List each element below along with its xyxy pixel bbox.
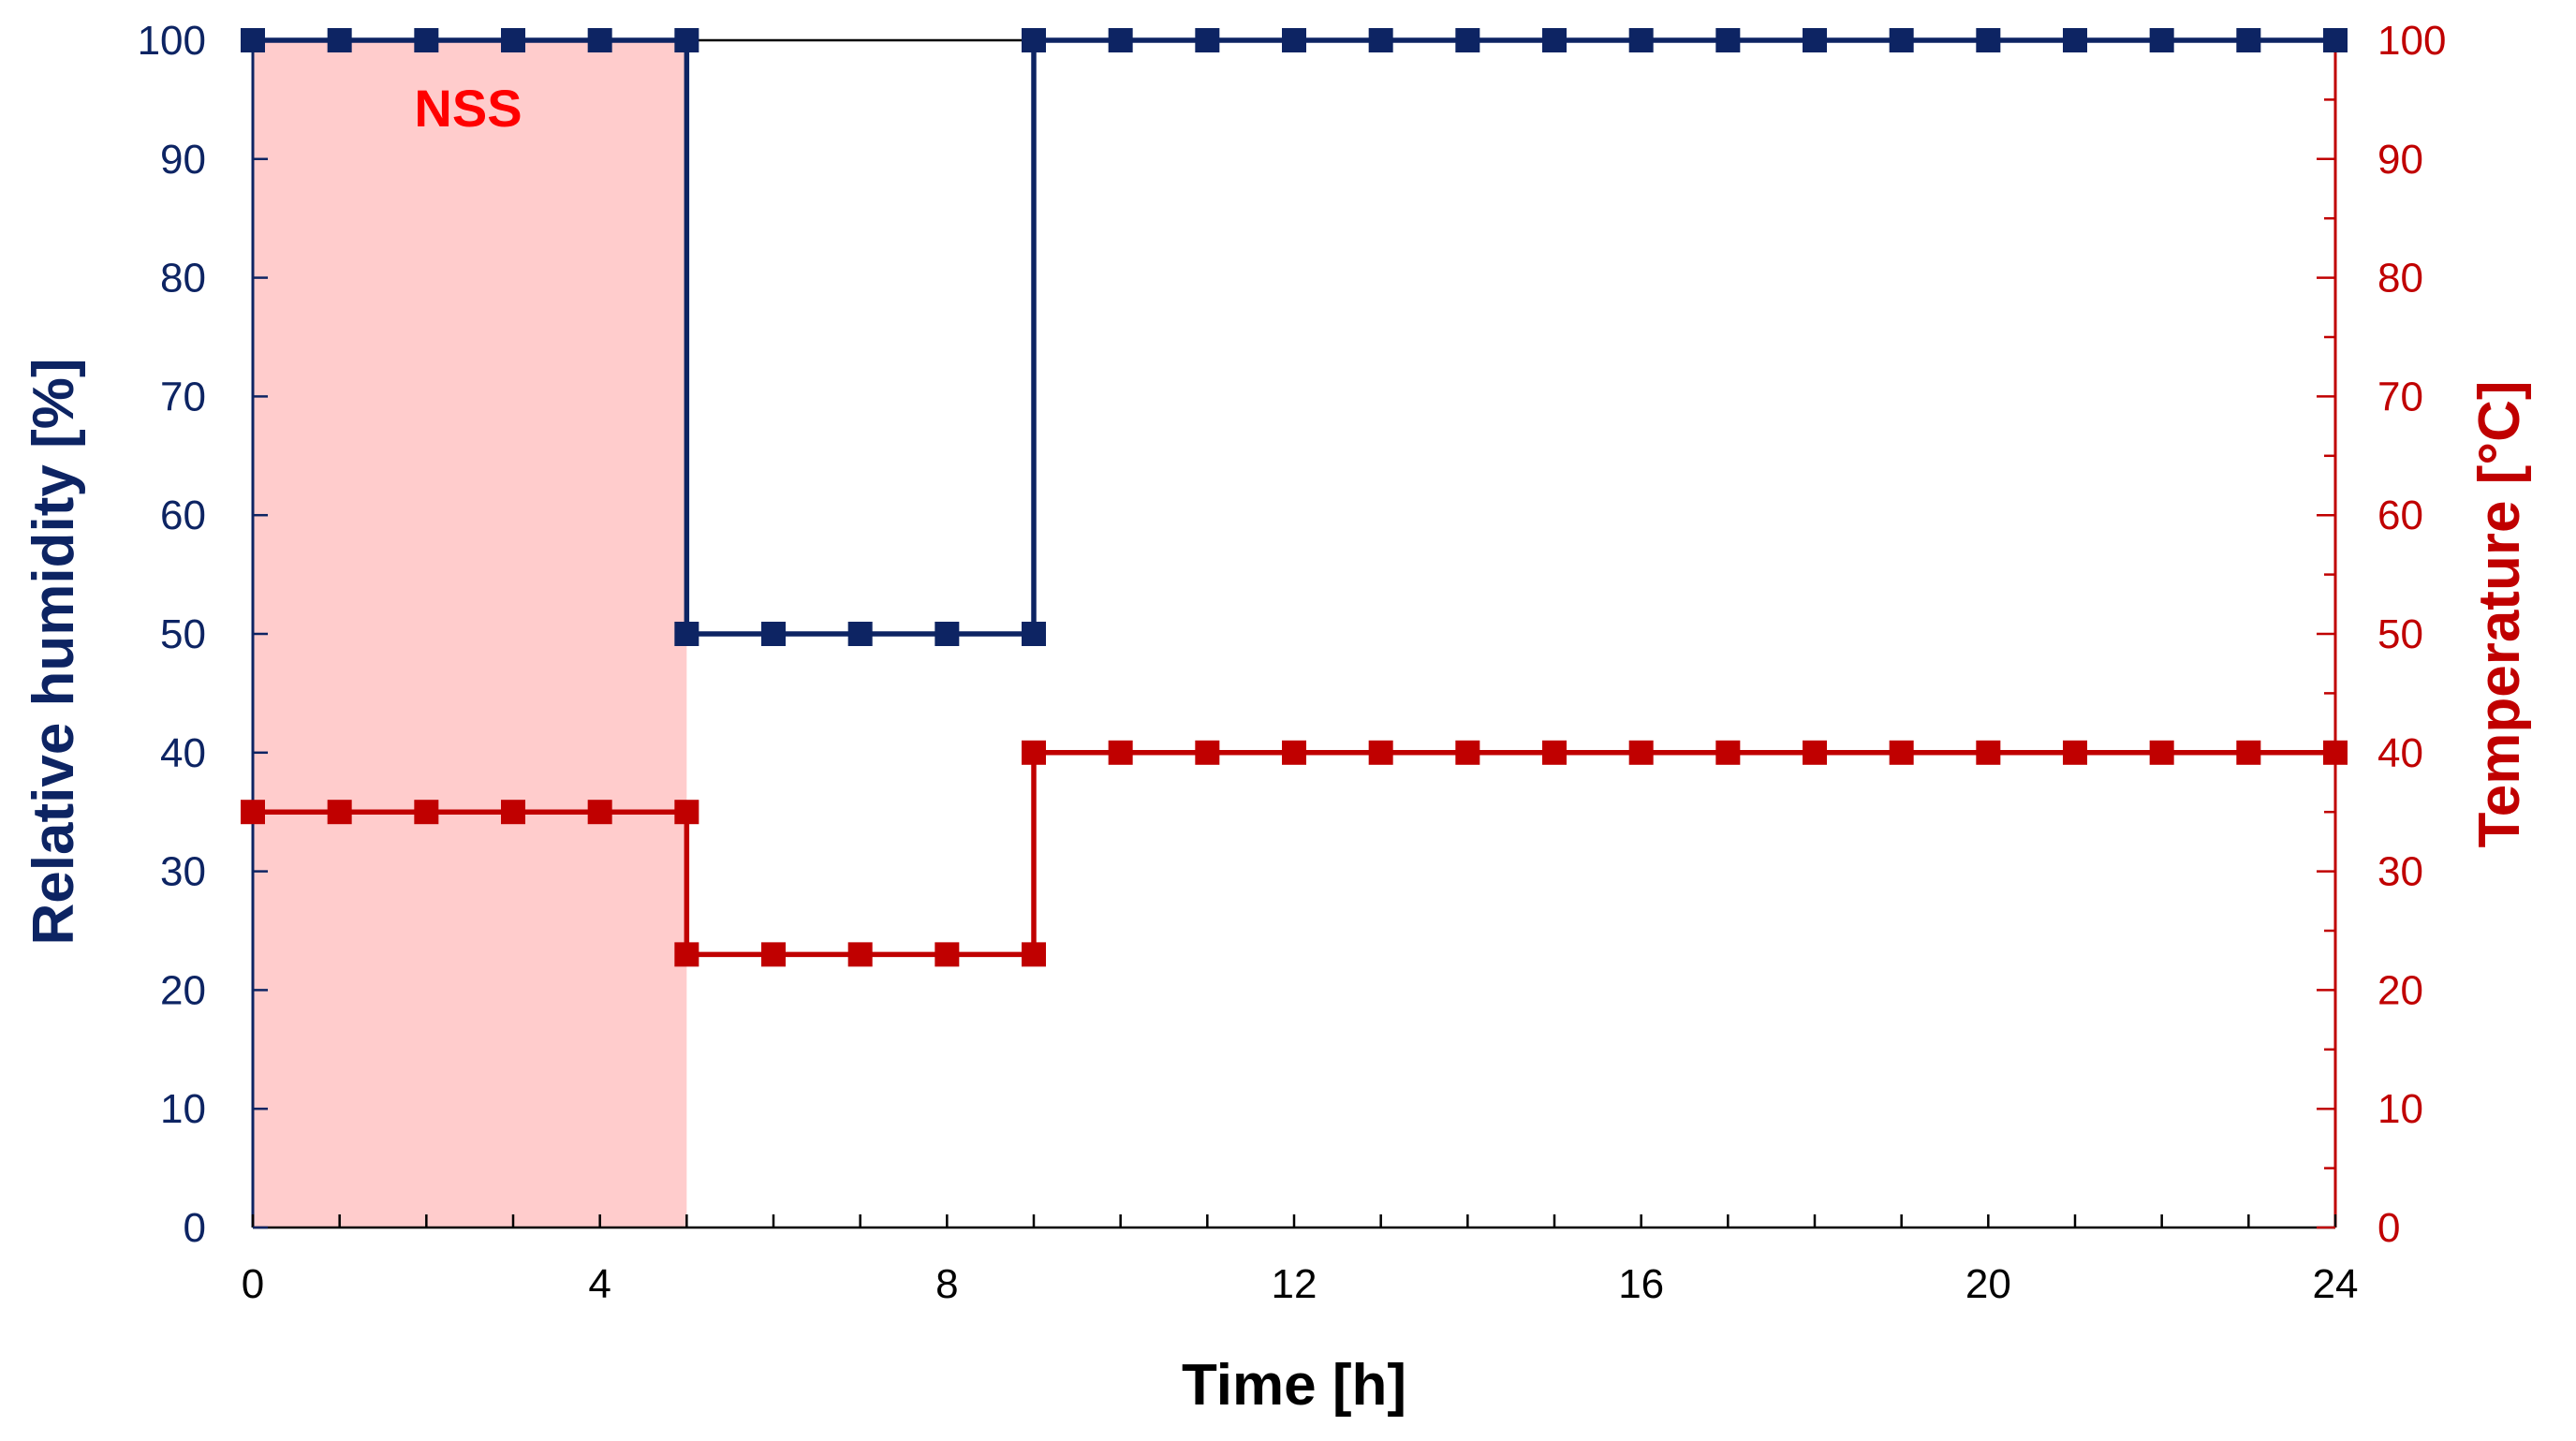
series-right-marker (587, 800, 612, 825)
series-right-marker (2149, 740, 2174, 765)
series-right-marker (1455, 740, 1480, 765)
right-y-tick-label: 30 (2377, 849, 2423, 895)
right-y-tick-label: 10 (2377, 1086, 2423, 1132)
left-y-tick-label: 30 (160, 849, 206, 895)
series-left-marker (1282, 28, 1306, 52)
series-right-marker (1022, 942, 1046, 967)
left-y-tick-label: 0 (184, 1205, 206, 1251)
series-right-marker (1368, 740, 1393, 765)
right-y-axis-title: Temperature [°C] (2467, 380, 2532, 847)
left-y-tick-label: 100 (138, 18, 206, 64)
series-left-marker (1455, 28, 1480, 52)
x-tick-label: 24 (2313, 1261, 2359, 1307)
left-y-axis-title: Relative humidity [%] (22, 359, 86, 946)
series-left-marker (674, 622, 699, 646)
series-left-marker (1889, 28, 1914, 52)
left-y-tick-label: 60 (160, 493, 206, 538)
series-left-marker (1542, 28, 1567, 52)
series-right-marker (414, 800, 439, 825)
series-left-marker (2063, 28, 2087, 52)
series-left-marker (1368, 28, 1393, 52)
series-right-marker (1628, 740, 1654, 765)
series-right-marker (1282, 740, 1306, 765)
series-left-marker (1022, 28, 1046, 52)
series-left-marker (847, 622, 873, 646)
series-right-marker (241, 800, 265, 825)
series-right-marker (2323, 740, 2348, 765)
series-right-marker (2236, 740, 2261, 765)
series-right-marker (501, 800, 525, 825)
series-layer (241, 28, 2348, 967)
series-right-marker (327, 800, 352, 825)
left-y-tick-label: 40 (160, 730, 206, 776)
series-left-marker (501, 28, 525, 52)
series-left-marker (2323, 28, 2348, 52)
x-tick-label: 8 (935, 1261, 958, 1307)
series-right-marker (761, 942, 786, 967)
series-left-marker (2149, 28, 2174, 52)
x-tick-label: 4 (588, 1261, 611, 1307)
series-right-marker (1889, 740, 1914, 765)
series-left-marker (2236, 28, 2261, 52)
series-right-marker (1108, 740, 1133, 765)
series-right-marker (1195, 740, 1220, 765)
x-tick-label: 12 (1272, 1261, 1317, 1307)
x-tick-label: 16 (1618, 1261, 1664, 1307)
x-tick-label: 0 (242, 1261, 264, 1307)
series-left-marker (587, 28, 612, 52)
series-left-marker (674, 28, 699, 52)
nss-region-label: NSS (414, 79, 522, 138)
right-y-tick-label: 100 (2377, 18, 2446, 64)
left-y-tick-label: 90 (160, 137, 206, 183)
right-y-tick-label: 60 (2377, 493, 2423, 538)
right-y-tick-label: 40 (2377, 730, 2423, 776)
x-axis-title: Time [h] (1182, 1353, 1406, 1418)
series-right-marker (1976, 740, 2001, 765)
right-y-tick-label: 20 (2377, 967, 2423, 1013)
series-left-marker (1022, 622, 1046, 646)
left-y-tick-label: 20 (160, 967, 206, 1013)
series-left-marker (414, 28, 439, 52)
right-y-tick-label: 90 (2377, 137, 2423, 183)
series-left-marker (327, 28, 352, 52)
x-tick-label: 20 (1965, 1261, 2011, 1307)
background-layer (253, 40, 687, 1228)
series-right-marker (847, 942, 873, 967)
series-left-marker (1195, 28, 1220, 52)
right-y-tick-label: 0 (2377, 1205, 2400, 1251)
series-right-marker (674, 942, 699, 967)
series-left-marker (241, 28, 265, 52)
series-right-marker (674, 800, 699, 825)
left-y-tick-label: 10 (160, 1086, 206, 1132)
series-left-marker (1803, 28, 1827, 52)
left-y-tick-label: 50 (160, 611, 206, 657)
left-y-tick-label: 80 (160, 256, 206, 301)
series-left-marker (935, 622, 960, 646)
right-y-tick-label: 80 (2377, 256, 2423, 301)
axes-layer: 0 4 8 12 16 20 24 0 10 20 30 40 50 60 70 80 90 100 0 10 20 30… (138, 18, 2447, 1307)
series-right-marker (1803, 740, 1827, 765)
right-y-tick-label: 70 (2377, 374, 2423, 419)
series-left-marker (1976, 28, 2001, 52)
series-right-marker (1022, 740, 1046, 765)
series-right-marker (935, 942, 960, 967)
series-left-marker (1108, 28, 1133, 52)
series-left-marker (1628, 28, 1654, 52)
series-right-marker (1715, 740, 1741, 765)
nss-shaded-region (253, 40, 687, 1228)
series-right-marker (2063, 740, 2087, 765)
series-right-marker (1542, 740, 1567, 765)
series-left-marker (761, 622, 786, 646)
series-left-marker (1715, 28, 1741, 52)
left-y-tick-label: 70 (160, 374, 206, 419)
right-y-tick-label: 50 (2377, 611, 2423, 657)
